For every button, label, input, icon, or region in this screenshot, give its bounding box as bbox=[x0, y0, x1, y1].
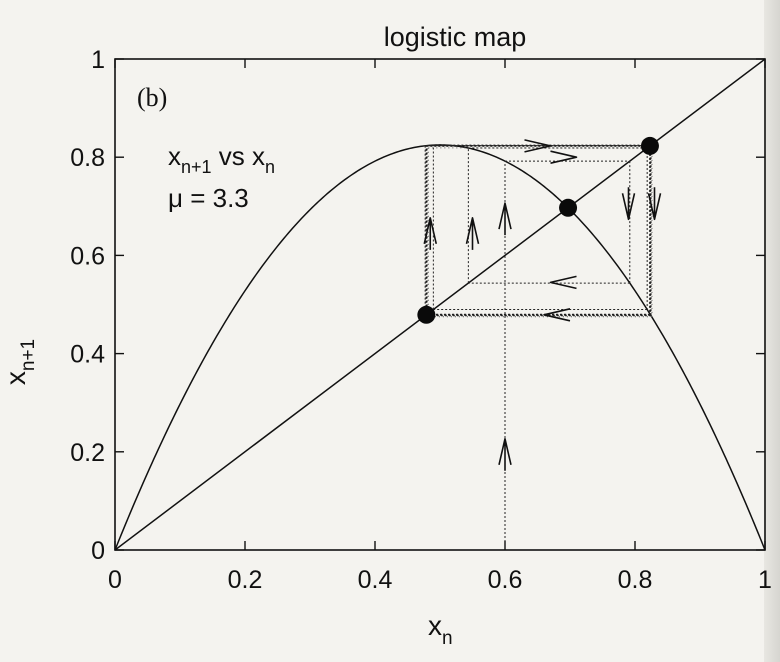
panel-label: (b) bbox=[137, 83, 167, 112]
chart-title: logistic map bbox=[384, 22, 527, 52]
x-axis-label: xn bbox=[428, 610, 453, 649]
x-tick-label: 0 bbox=[108, 566, 122, 594]
y-axis-label: xn+1 bbox=[0, 339, 39, 385]
cobweb-inner-arrow bbox=[498, 202, 512, 236]
fixed-point-marker bbox=[640, 136, 659, 155]
x-tick-label: 0.4 bbox=[358, 566, 393, 594]
y-tick-label: 0.4 bbox=[70, 341, 105, 369]
fixed-point-marker bbox=[417, 305, 436, 324]
annotation-line-1: xn+1 vs xn bbox=[168, 141, 275, 177]
x-tick-label: 0.8 bbox=[618, 566, 653, 594]
cobweb-outer-arrow bbox=[647, 187, 662, 221]
annotation-x1: x bbox=[168, 141, 181, 171]
y-tick-label: 0.6 bbox=[70, 242, 105, 270]
cobweb-inner-arrow bbox=[549, 275, 577, 290]
cobweb-inner-arrow bbox=[621, 187, 636, 221]
y-tick-label: 0 bbox=[91, 537, 105, 565]
annotation-vs: vs x bbox=[212, 141, 265, 171]
x-tick-label: 0.6 bbox=[488, 566, 523, 594]
fixed-point-marker bbox=[559, 198, 578, 217]
x-tick-label: 0.2 bbox=[228, 566, 263, 594]
logistic-parabola-line bbox=[114, 144, 766, 551]
cobweb-outer-arrow bbox=[543, 308, 571, 322]
x-axis-label-main: x bbox=[428, 610, 442, 641]
cobweb-outer-arrow bbox=[524, 139, 552, 153]
plot-frame bbox=[114, 58, 766, 551]
cobweb-inner-arrow bbox=[498, 438, 512, 471]
y-tick-label: 0.8 bbox=[70, 144, 105, 172]
annotation-sub2: n bbox=[265, 157, 275, 177]
y-axis-label-main: x bbox=[0, 371, 31, 385]
identity-diagonal-line bbox=[114, 58, 766, 551]
cobweb-inner-arrow bbox=[550, 150, 578, 164]
annotation-sub1: n+1 bbox=[181, 157, 212, 177]
cobweb-outer-arrow bbox=[423, 217, 438, 250]
y-axis-label-sub: n+1 bbox=[18, 339, 39, 371]
annotation-mu: μ = 3.3 bbox=[168, 183, 249, 213]
x-axis-label-sub: n bbox=[442, 628, 453, 649]
y-tick-label: 1 bbox=[91, 46, 105, 74]
page-edge-shadow bbox=[764, 0, 780, 662]
cobweb-inner-arrow bbox=[465, 217, 480, 250]
x-tick-label: 1 bbox=[758, 566, 772, 594]
y-tick-label: 0.2 bbox=[70, 439, 105, 467]
